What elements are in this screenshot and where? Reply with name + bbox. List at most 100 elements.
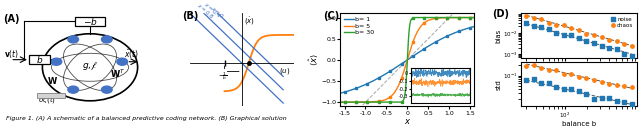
noise [566,34,577,36]
Point [604,97,614,99]
Text: $-\!\frac{1}{b}$: $-\!\frac{1}{b}$ [218,70,227,82]
Y-axis label: bias: bias [495,28,501,43]
Circle shape [102,86,112,93]
Text: $\hat{x}(t)$: $\hat{x}(t)$ [124,47,139,61]
Circle shape [102,36,112,43]
Point [529,78,539,80]
X-axis label: balance b: balance b [562,121,596,127]
Point [521,65,531,67]
Point [619,85,629,87]
b= 30 [444,17,451,18]
chaos [604,39,614,41]
b= 5 [400,70,408,72]
Point [566,73,577,75]
Point [566,88,577,91]
b= 30 [337,101,344,103]
noise [529,25,539,27]
b= 1 [446,34,454,36]
Text: $-b$: $-b$ [83,16,97,27]
Text: (A): (A) [3,14,20,24]
Text: $x=0.8$: $x=0.8$ [195,1,216,20]
chaos [589,34,599,36]
chaos [566,27,577,30]
FancyBboxPatch shape [36,93,65,98]
b= 1 [400,61,408,63]
chaos [559,24,569,26]
Text: (B): (B) [182,11,198,21]
FancyBboxPatch shape [76,17,105,26]
Point [581,77,591,79]
b= 30 [470,17,478,18]
Line: b= 5: b= 5 [340,18,474,102]
b= 30 [416,17,424,18]
Y-axis label: $\langle\hat{x}\rangle$: $\langle\hat{x}\rangle$ [307,53,320,66]
Point [627,103,637,105]
Text: $(u)$: $(u)$ [280,66,291,76]
Text: $x=0$: $x=0$ [209,4,226,20]
chaos [574,29,584,31]
noise [611,48,621,51]
chaos [536,18,547,20]
Point [589,79,599,81]
Point [604,83,614,85]
Circle shape [51,58,61,65]
b= 5 [337,101,344,103]
Text: (D): (D) [492,9,509,19]
Point [596,97,607,99]
b= 30 [409,17,417,19]
Point [619,101,629,103]
chaos [596,36,607,38]
noise [619,53,629,55]
chaos [551,24,561,26]
chaos [521,15,531,17]
Point [574,76,584,78]
noise [559,34,569,36]
Text: Figure 1. (A) A schematic of a balanced predictive coding network. (B) Graphical: Figure 1. (A) A schematic of a balanced … [6,116,287,121]
Text: $(\dot{x})$: $(\dot{x})$ [243,15,255,27]
Circle shape [68,36,79,43]
b= 1 [401,61,408,62]
b= 1 [470,26,478,27]
Point [611,84,621,86]
Point [611,100,621,102]
Line: b= 1: b= 1 [340,26,474,93]
Point [536,82,547,84]
noise [627,55,637,57]
Text: $x=0.4$: $x=0.4$ [202,1,223,20]
b= 5 [446,17,454,18]
Point [521,79,531,82]
b= 30 [447,17,454,18]
b= 1 [467,27,475,28]
Legend: noise, chaos: noise, chaos [611,16,634,28]
Point [544,69,554,71]
Circle shape [117,58,127,65]
Point [544,82,554,85]
noise [604,47,614,49]
noise [574,37,584,39]
Circle shape [68,86,79,93]
chaos [544,22,554,24]
noise [544,28,554,30]
Text: (C): (C) [323,11,339,21]
Point [551,86,561,88]
Text: $\sigma\xi(t)$: $\sigma\xi(t)$ [38,94,56,105]
noise [581,40,591,43]
chaos [619,43,629,45]
b= 5 [416,27,424,28]
b= 30 [400,98,408,100]
Y-axis label: std: std [495,79,501,90]
Point [536,67,547,69]
b= 1 [337,92,344,94]
Point [551,69,561,71]
noise [589,42,599,44]
noise [536,26,547,29]
Point [589,98,599,100]
b= 5 [470,17,478,18]
Legend: b= 1, b= 5, b= 30: b= 1, b= 5, b= 30 [344,16,375,36]
b= 5 [401,68,408,69]
Point [529,63,539,66]
FancyBboxPatch shape [29,55,50,64]
noise [521,22,531,24]
Text: $\mathbf{v}(t)$: $\mathbf{v}(t)$ [4,48,19,60]
noise [551,32,561,34]
